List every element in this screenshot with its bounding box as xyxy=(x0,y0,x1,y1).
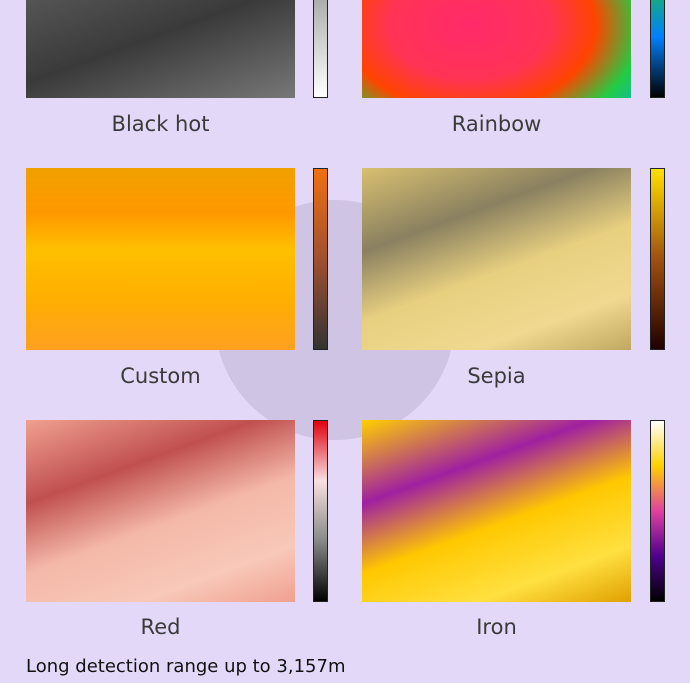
thermal-image xyxy=(26,0,295,98)
thermal-image xyxy=(362,420,631,602)
palette-label: Black hot xyxy=(111,112,210,136)
color-scale xyxy=(650,420,665,602)
palette-label: Rainbow xyxy=(451,112,542,136)
footer-text: Long detection range up to 3,157m xyxy=(26,656,346,677)
palette-label: Sepia xyxy=(467,364,526,388)
thermal-image xyxy=(362,168,631,350)
palette-label: Custom xyxy=(120,364,201,388)
color-scale xyxy=(313,420,328,602)
color-scale xyxy=(650,168,665,350)
palette-label: Iron xyxy=(476,615,517,639)
thermal-image xyxy=(26,168,295,350)
thermal-image xyxy=(26,420,295,602)
palette-label: Red xyxy=(140,615,181,639)
color-scale xyxy=(313,168,328,350)
thermal-image xyxy=(362,0,631,98)
color-scale xyxy=(313,0,328,98)
color-scale xyxy=(650,0,665,98)
